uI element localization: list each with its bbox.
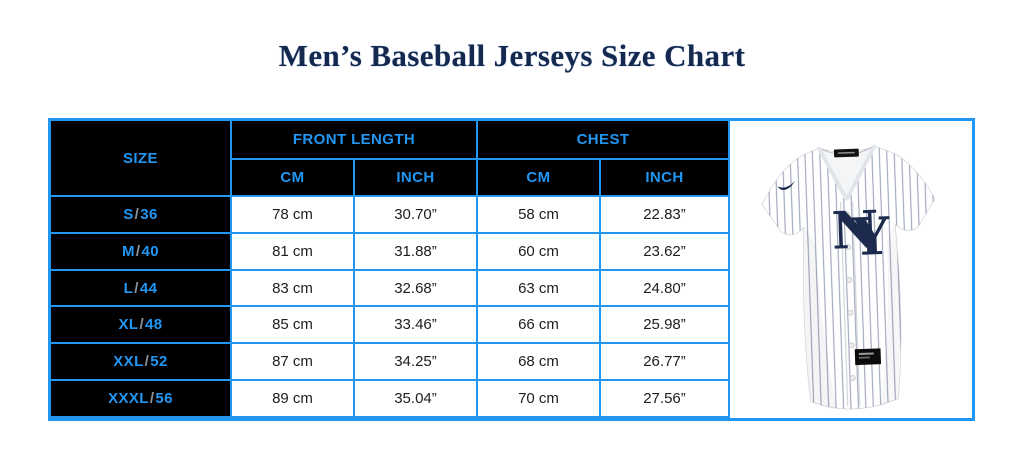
header-front-cm: CM	[232, 160, 355, 197]
chest-inch: 27.56”	[601, 381, 730, 418]
product-image-panel: N Y	[730, 121, 972, 418]
size-chart-table: SIZE FRONT LENGTH CHEST CM INCH CM INCH …	[48, 118, 975, 421]
front-length-cm: 87 cm	[232, 344, 355, 382]
size-label: M/40	[51, 233, 232, 271]
front-length-cm: 78 cm	[232, 197, 355, 234]
front-length-inch: 30.70”	[355, 197, 478, 234]
chest-cm: 58 cm	[478, 197, 601, 234]
size-separator: /	[144, 353, 150, 371]
nike-swoosh-icon	[777, 180, 796, 190]
svg-text:Y: Y	[851, 207, 892, 268]
size-label: XL/48	[51, 307, 232, 345]
jersey-image: N Y	[761, 144, 936, 410]
front-length-cm: 83 cm	[232, 270, 355, 308]
jock-tag	[854, 348, 882, 366]
chest-cm: 60 cm	[478, 233, 601, 271]
page-title: Men’s Baseball Jerseys Size Chart	[278, 38, 746, 73]
header-chest: CHEST	[478, 121, 730, 160]
chest-inch: 26.77”	[601, 344, 730, 382]
size-separator: /	[134, 279, 139, 297]
chest-cm: 66 cm	[478, 307, 601, 345]
button-placket	[840, 201, 861, 407]
header-front-length: FRONT LENGTH	[232, 121, 478, 160]
front-length-cm: 89 cm	[232, 381, 355, 418]
ny-logo-icon: N Y	[831, 200, 892, 268]
front-length-cm: 81 cm	[232, 233, 355, 271]
size-table: SIZE FRONT LENGTH CHEST CM INCH CM INCH …	[51, 121, 730, 418]
header-chest-inch: INCH	[601, 160, 730, 197]
front-length-inch: 34.25”	[355, 344, 478, 382]
size-label: L/44	[51, 270, 232, 308]
front-length-inch: 33.46”	[355, 307, 478, 345]
front-length-inch: 35.04”	[355, 381, 478, 418]
svg-text:N: N	[831, 200, 880, 262]
header-front-inch: INCH	[355, 160, 478, 197]
chest-inch: 23.62”	[601, 233, 730, 271]
size-separator: /	[134, 205, 140, 223]
size-separator: /	[135, 242, 141, 260]
size-separator: /	[149, 390, 155, 408]
chest-inch: 24.80”	[601, 270, 730, 308]
size-separator: /	[139, 316, 145, 334]
chest-cm: 70 cm	[478, 381, 601, 418]
front-length-inch: 31.88”	[355, 233, 478, 271]
front-length-inch: 32.68”	[355, 270, 478, 308]
front-length-cm: 85 cm	[232, 307, 355, 345]
header-size: SIZE	[51, 121, 232, 197]
header-chest-cm: CM	[478, 160, 601, 197]
chest-cm: 68 cm	[478, 344, 601, 382]
size-label: XXXL/56	[51, 381, 232, 418]
chest-inch: 25.98”	[601, 307, 730, 345]
chest-cm: 63 cm	[478, 270, 601, 308]
buttons	[844, 211, 856, 381]
size-label: S/36	[51, 197, 232, 234]
chest-inch: 22.83”	[601, 197, 730, 234]
size-label: XXL/52	[51, 344, 232, 382]
